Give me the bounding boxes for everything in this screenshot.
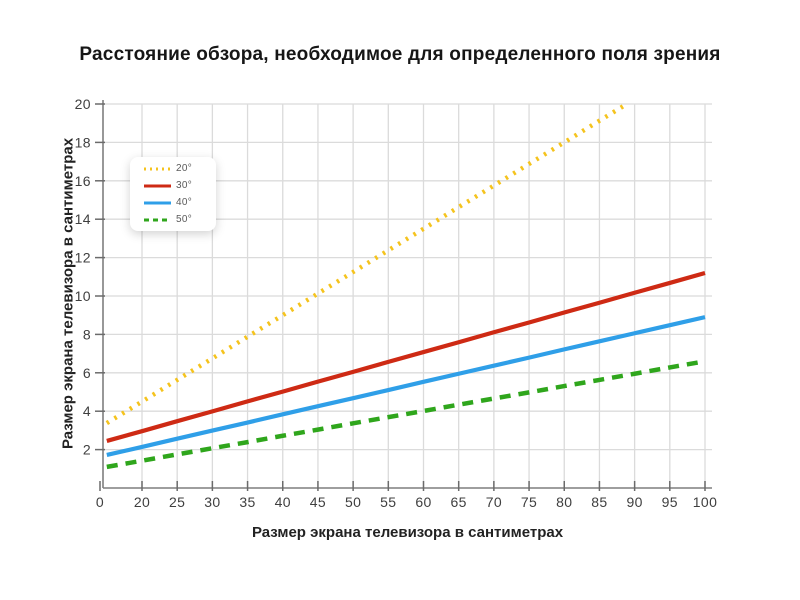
- legend-label: 20°: [176, 163, 193, 174]
- x-tick-label: 25: [169, 494, 185, 510]
- y-tick-label: 6: [83, 365, 91, 381]
- x-tick-label: 0: [96, 494, 104, 510]
- x-tick-label: 80: [556, 494, 572, 510]
- x-tick-label: 50: [345, 494, 361, 510]
- x-tick-label: 20: [134, 494, 150, 510]
- series-line-20deg: [105, 102, 629, 426]
- y-tick-label: 16: [75, 173, 91, 189]
- y-tick-label: 2: [83, 442, 91, 458]
- legend-item-40deg: 40°: [144, 197, 216, 208]
- x-tick-label: 55: [380, 494, 396, 510]
- x-tick-label: 100: [693, 494, 718, 510]
- y-tick-label: 4: [83, 403, 91, 419]
- series-line-40deg: [106, 315, 706, 458]
- y-axis-title: Размер экрана телевизора в сантиметрах: [59, 137, 77, 450]
- legend: 20° 30° 40° 50°: [130, 157, 216, 231]
- x-tick-label: 60: [415, 494, 431, 510]
- y-tick-label: 18: [75, 134, 91, 150]
- legend-item-30deg: 30°: [144, 180, 216, 191]
- legend-swatch: [144, 218, 171, 221]
- y-tick-label: 14: [75, 211, 91, 227]
- legend-swatch: [144, 201, 171, 204]
- legend-swatch: [144, 184, 171, 187]
- legend-item-50deg: 50°: [144, 214, 216, 225]
- x-tick-label: 35: [239, 494, 255, 510]
- legend-label: 50°: [176, 214, 193, 225]
- chart-title: Расстояние обзора, необходимое для опред…: [79, 44, 721, 65]
- legend-item-20deg: 20°: [144, 163, 216, 174]
- legend-label: 40°: [176, 197, 193, 208]
- series-line-30deg: [106, 270, 706, 443]
- x-tick-label: 85: [591, 494, 607, 510]
- legend-label: 30°: [176, 180, 193, 191]
- x-tick-label: 40: [275, 494, 291, 510]
- y-tick-label: 8: [83, 326, 91, 342]
- x-tick-label: 75: [521, 494, 537, 510]
- y-tick-label: 12: [75, 250, 91, 266]
- y-tick-label: 10: [75, 288, 91, 304]
- x-axis-title: Размер экрана телевизора в сантиметрах: [251, 524, 564, 541]
- x-tick-label: 95: [662, 494, 678, 510]
- x-tick-label: 90: [626, 494, 642, 510]
- x-tick-label: 30: [204, 494, 220, 510]
- x-tick-label: 70: [486, 494, 502, 510]
- y-tick-label: 20: [75, 96, 91, 112]
- x-tick-label: 45: [310, 494, 326, 510]
- x-tick-label: 65: [451, 494, 467, 510]
- series-line-50deg: [106, 359, 706, 470]
- legend-swatch: [144, 167, 171, 170]
